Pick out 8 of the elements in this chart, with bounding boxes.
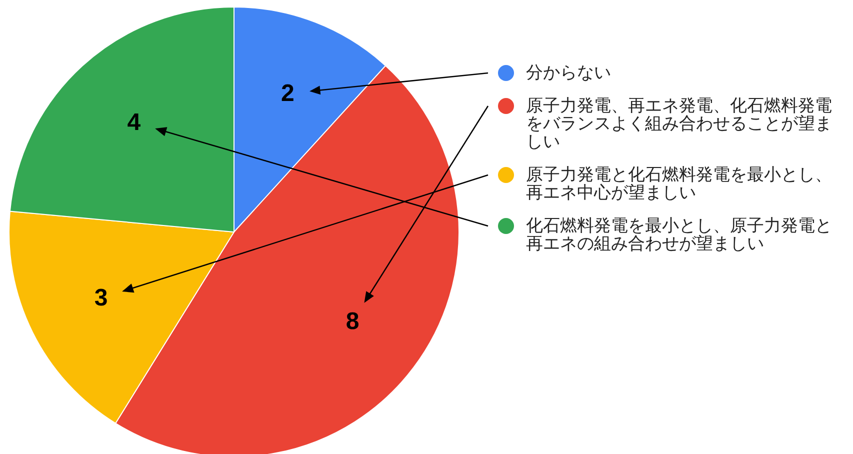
legend-label: 化石燃料発電を最小とし、原子力発電と再エネの組み合わせが望ましい [526,216,833,253]
data-label: 8 [346,308,360,335]
legend-label: 原子力発電と化石燃料発電を最小とし、再エネ中心が望ましい [526,165,833,202]
data-label: 2 [280,80,294,108]
legend-label: 分からない [526,63,612,82]
data-label: 3 [94,284,108,312]
data-label: 4 [127,108,142,136]
legend-label: 原子力発電、再エネ発電、化石燃料発電をバランスよく組み合わせることが望ましい [526,96,833,151]
